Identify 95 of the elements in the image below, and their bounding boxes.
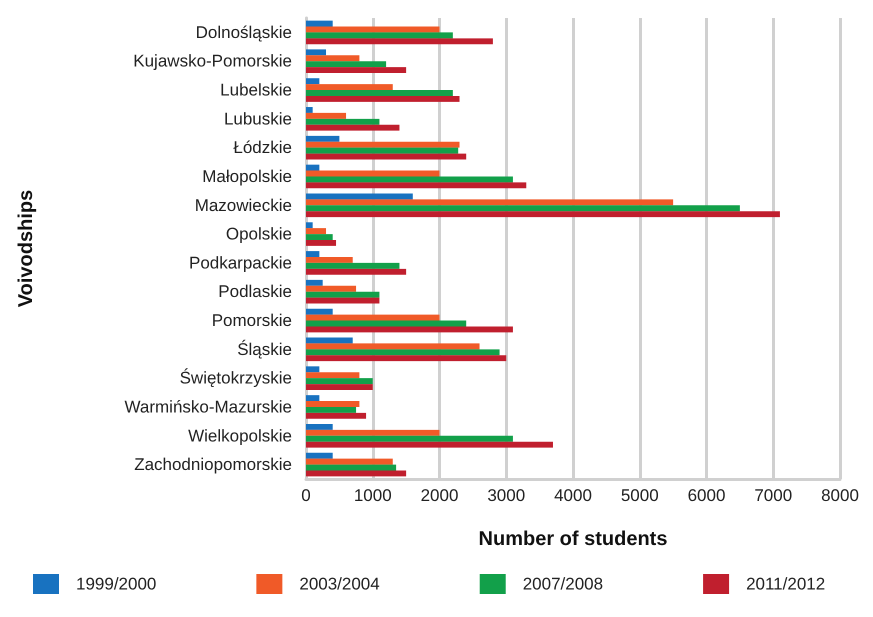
y-tick-label: Małopolskie [202,166,292,186]
bar [306,112,346,119]
bar [306,326,513,332]
y-tick-label: Warmińsko-Mazurskie [124,397,292,416]
y-tick-label: Dolnośląskie [196,22,292,42]
x-tick-label: 7000 [754,486,792,505]
bar [306,343,480,350]
bar [306,136,340,142]
x-tick-label: 0 [301,486,311,505]
x-tick-label: 1000 [354,486,392,505]
bar [306,124,400,131]
bar [306,470,406,476]
bar [306,118,380,125]
y-tick-label: Podlaskie [218,282,292,302]
y-tick-label: Lubuskie [224,109,292,128]
bar [306,234,333,240]
bar [306,452,333,459]
bar [306,20,333,26]
bar [306,96,460,102]
bar [306,442,553,448]
y-tick-label: Łódzkie [233,138,292,158]
bar [306,164,320,171]
legend-label: 1999/2000 [76,574,156,594]
bar [306,372,360,378]
bar [306,349,500,356]
bar [306,154,466,160]
bar [306,320,466,326]
bar [306,286,356,292]
bar [306,262,400,269]
bar [306,401,360,407]
bar [306,430,440,436]
bar [306,211,780,218]
bar [306,61,386,68]
bar [306,142,460,148]
y-axis-title: Voivodships [15,190,37,308]
bar [306,240,336,246]
bar [306,338,353,344]
y-tick-label: Kujawsko-Pomorskie [133,52,292,71]
bar [306,355,506,362]
bar [306,366,320,372]
bar [306,148,458,154]
y-tick-label: Lubelskie [220,80,292,100]
bar [306,107,313,113]
bar [306,90,453,96]
bar [306,182,526,188]
bar [306,292,380,298]
x-tick-label: 8000 [821,486,859,505]
bar [306,384,373,390]
bar [306,38,493,44]
bar [306,464,396,470]
bar [306,67,406,74]
legend-label: 2011/2012 [746,574,826,594]
bar [306,298,380,304]
bar [306,49,326,56]
y-tick-label: Pomorskie [212,311,292,330]
legend-label: 2007/2008 [522,574,604,594]
x-tick-label: 4000 [554,486,592,505]
x-tick-label: 2000 [420,486,458,505]
x-axis-title: Number of students [478,528,668,550]
bar [306,314,440,321]
bar [306,205,740,212]
x-tick-label: 6000 [688,486,726,505]
bar [306,268,406,275]
bar [306,193,413,200]
y-tick-label: Zachodniopomorskie [134,455,292,474]
y-tick-label: Podkarpackie [188,253,292,272]
bar [306,424,333,430]
bar [306,55,360,62]
bar [306,176,513,182]
bar [306,32,453,38]
bar [306,406,356,413]
bar [306,78,320,84]
bar [306,378,373,384]
legend-label: 2003/2004 [299,574,380,594]
y-tick-label: Opolskie [226,224,292,244]
y-tick-label: Świętokrzyskie [180,368,292,388]
bar [306,280,323,286]
bar [306,308,333,315]
bar [306,458,393,465]
bar [306,26,440,32]
bar [306,436,513,442]
bar [306,257,353,263]
bar [306,222,313,228]
bar [306,170,440,176]
y-tick-label: Mazowieckie [194,196,292,215]
bar [306,412,366,419]
bar [306,251,320,257]
x-tick-label: 3000 [487,486,526,505]
x-tick-label: 5000 [620,486,659,505]
bar [306,228,326,234]
bar [306,199,674,206]
bar [306,395,320,402]
bar [306,84,393,90]
y-tick-label: Śląskie [237,338,292,359]
y-tick-label: Wielkopolskie [188,426,292,446]
